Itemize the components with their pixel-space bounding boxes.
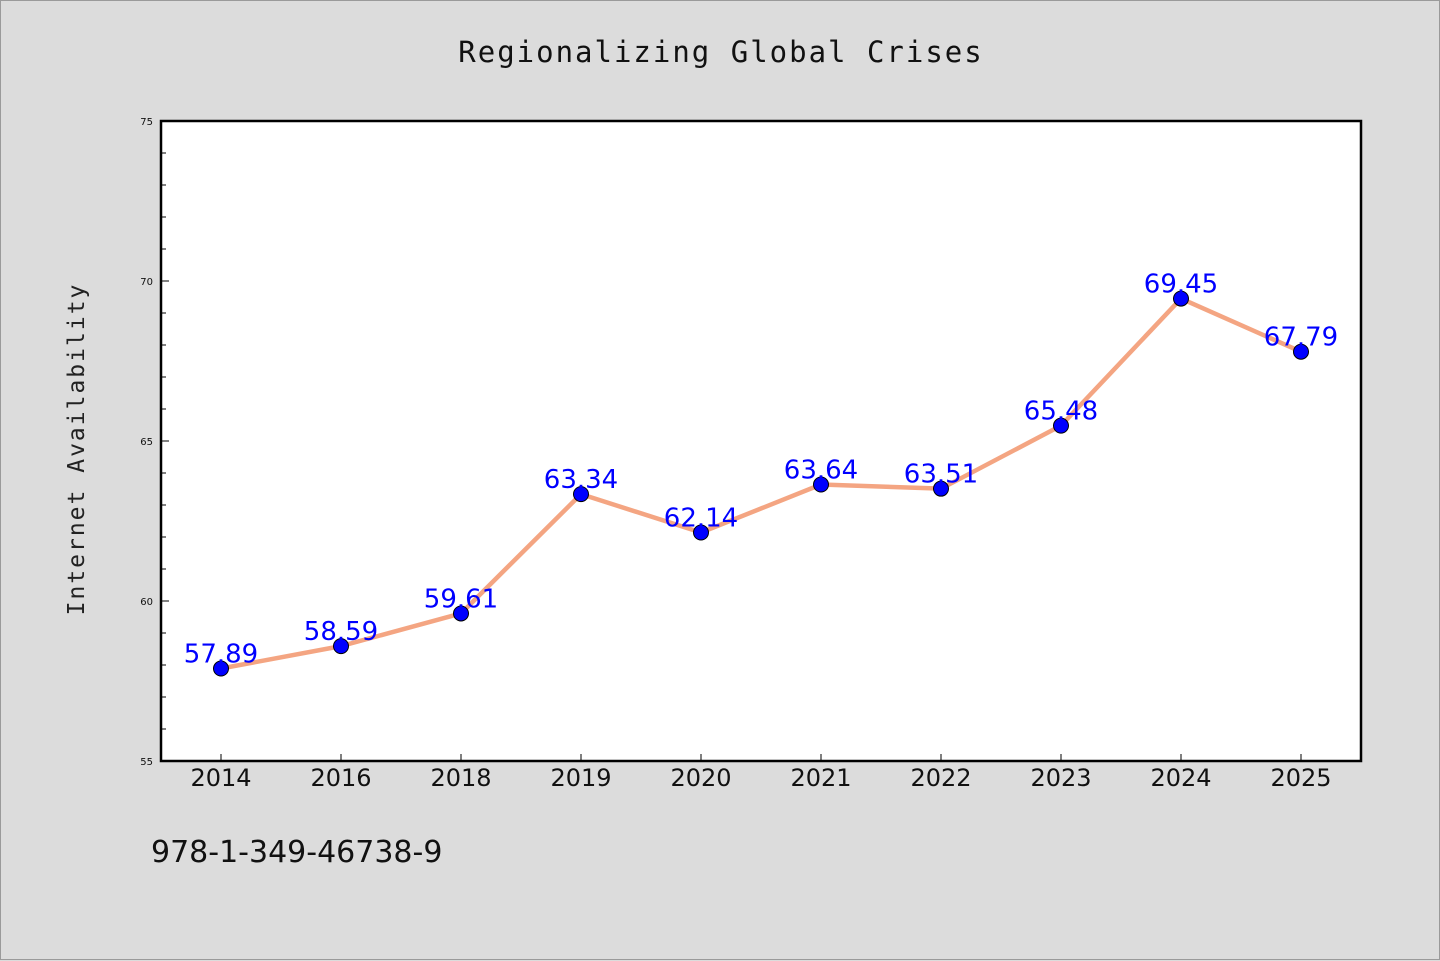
isbn-footnote: 978-1-349-46738-9 [151, 835, 443, 870]
y-tick-label: 55 [140, 757, 153, 768]
data-point [813, 476, 829, 493]
y-tick-label: 60 [140, 597, 153, 608]
x-tick-label: 2014 [190, 764, 251, 792]
x-tick-label: 2021 [790, 764, 851, 792]
data-point [693, 524, 709, 541]
x-axis-ticks: 2014 2016 2018 2019 2020 2021 2022 2023 2024 2025 [190, 754, 1332, 792]
x-tick-label: 2016 [310, 764, 371, 792]
data-label: 63.51 [904, 460, 978, 490]
data-label: 67.79 [1264, 323, 1338, 353]
x-tick-label: 2019 [550, 764, 611, 792]
y-tick-label: 70 [140, 277, 153, 288]
data-point [453, 605, 469, 622]
series-line [218, 296, 1304, 671]
data-point [333, 638, 349, 655]
data-point [213, 660, 229, 677]
data-label: 69.45 [1144, 270, 1218, 300]
data-point [573, 486, 589, 503]
x-tick-label: 2024 [1150, 764, 1211, 792]
data-point [1173, 290, 1189, 307]
y-axis-ticks: 55 60 65 70 75 [140, 117, 169, 768]
data-label: 62.14 [664, 504, 738, 534]
data-label: 57.89 [184, 640, 258, 670]
y-tick-label: 75 [140, 117, 153, 128]
x-tick-label: 2020 [670, 764, 731, 792]
data-point [933, 480, 949, 497]
data-label: 63.34 [544, 465, 618, 495]
series-layer: 57.89 58.59 59.61 63.34 62.14 63.64 63.51 65.48… [184, 270, 1338, 677]
chart-title: Regionalizing Global Crises [458, 35, 984, 69]
plot-area [159, 119, 1363, 763]
x-tick-label: 2018 [430, 764, 491, 792]
data-point [1293, 343, 1309, 360]
x-tick-label: 2025 [1270, 764, 1331, 792]
x-tick-label: 2023 [1030, 764, 1091, 792]
data-label: 63.64 [784, 456, 858, 486]
data-point [1053, 417, 1069, 434]
data-label: 59.61 [424, 584, 498, 614]
data-label: 58.59 [304, 617, 378, 647]
x-tick-label: 2022 [910, 764, 971, 792]
y-tick-label: 65 [140, 437, 153, 448]
data-label: 65.48 [1024, 397, 1098, 427]
